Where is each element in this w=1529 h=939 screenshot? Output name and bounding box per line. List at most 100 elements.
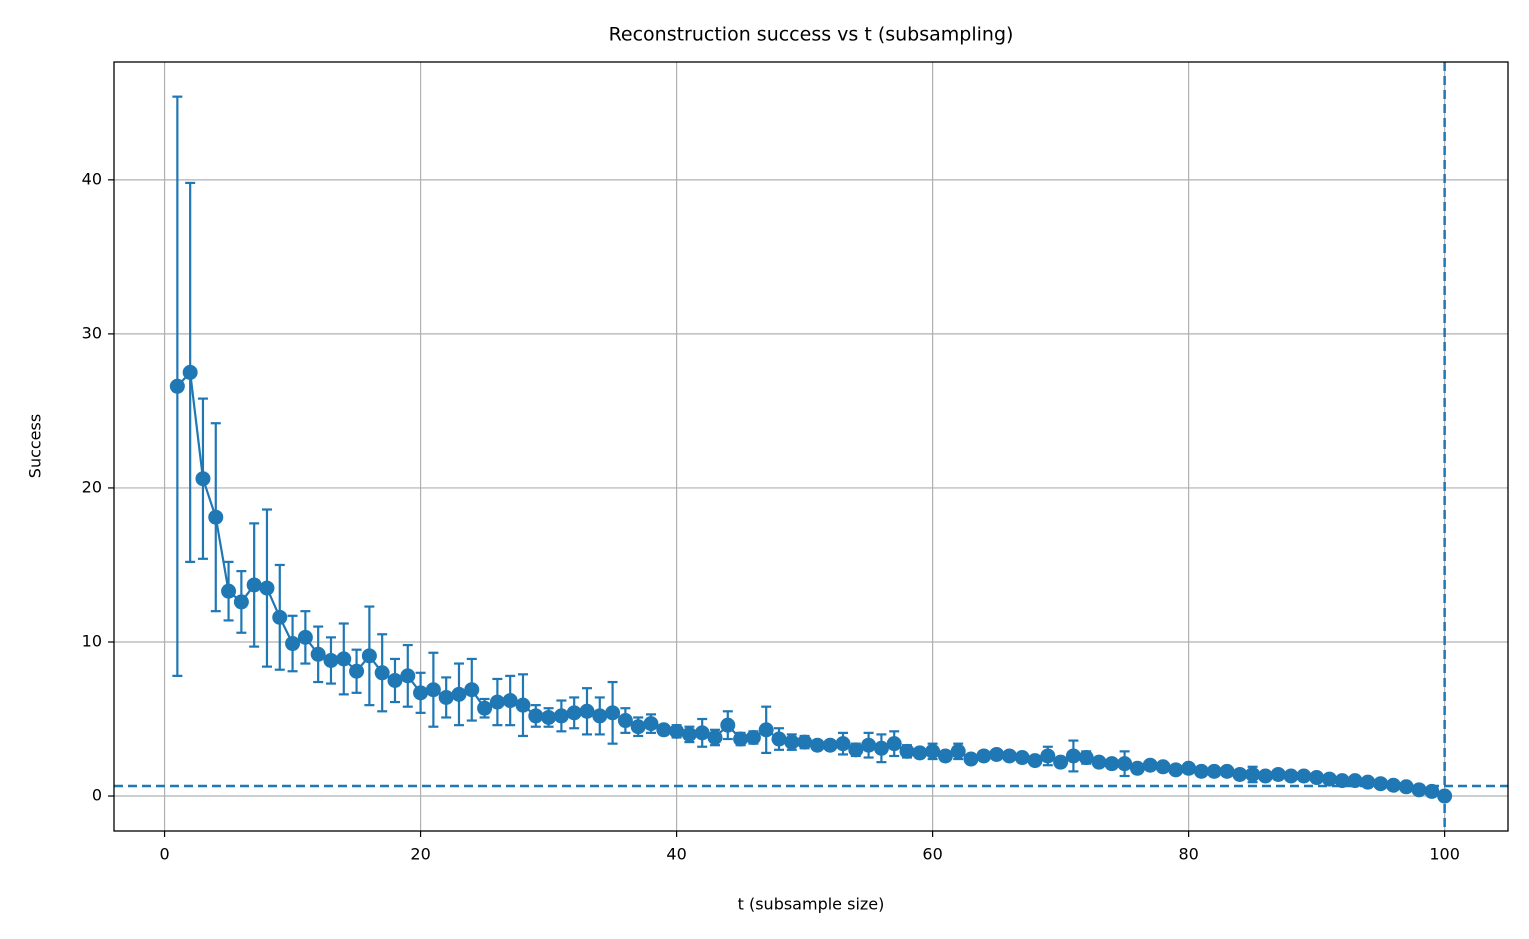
point (1219, 763, 1235, 779)
point (400, 668, 416, 684)
point (553, 708, 569, 724)
y-axis-label: Success (26, 414, 45, 478)
point (1424, 783, 1440, 799)
point (797, 734, 813, 750)
point (822, 737, 838, 753)
point (1245, 766, 1261, 782)
point (656, 722, 672, 738)
point (1257, 768, 1273, 784)
point (681, 726, 697, 742)
point (669, 723, 685, 739)
point (387, 672, 403, 688)
point (1065, 748, 1081, 764)
point (1129, 760, 1145, 776)
y-tick-label: 10 (82, 631, 102, 650)
point (1296, 768, 1312, 784)
point (950, 743, 966, 759)
point (835, 736, 851, 752)
point (221, 583, 237, 599)
point (1411, 782, 1427, 798)
point (617, 713, 633, 729)
y-tick-label: 30 (82, 323, 102, 342)
x-tick-label: 40 (666, 845, 686, 864)
point (771, 731, 787, 747)
point (1155, 759, 1171, 775)
point (848, 742, 864, 758)
x-tick-label: 60 (922, 845, 942, 864)
point (1373, 776, 1389, 792)
point (169, 378, 185, 394)
point (528, 708, 544, 724)
point (438, 689, 454, 705)
point (1283, 768, 1299, 784)
point (541, 709, 557, 725)
point (1027, 753, 1043, 769)
y-tick-label: 20 (82, 477, 102, 496)
point (413, 685, 429, 701)
x-tick-label: 100 (1429, 845, 1460, 864)
point (502, 693, 518, 709)
point (1091, 754, 1107, 770)
point (1321, 771, 1337, 787)
point (246, 577, 262, 593)
point (208, 509, 224, 525)
point (1206, 763, 1222, 779)
point (1270, 766, 1286, 782)
point (489, 694, 505, 710)
point (989, 746, 1005, 762)
point (720, 717, 736, 733)
point (1193, 763, 1209, 779)
point (1142, 757, 1158, 773)
point (182, 364, 198, 380)
point (464, 682, 480, 698)
point (515, 697, 531, 713)
point (605, 705, 621, 721)
point (1232, 766, 1248, 782)
point (285, 636, 301, 652)
point (976, 748, 992, 764)
point (1040, 748, 1056, 764)
point (1334, 773, 1350, 789)
point (579, 703, 595, 719)
point (336, 651, 352, 667)
x-axis-label: t (subsample size) (738, 895, 885, 914)
point (745, 729, 761, 745)
point (374, 665, 390, 681)
point (1014, 750, 1030, 766)
point (1347, 773, 1363, 789)
point (886, 736, 902, 752)
point (1117, 756, 1133, 772)
point (809, 737, 825, 753)
point (349, 663, 365, 679)
point (310, 646, 326, 662)
point (477, 700, 493, 716)
point (566, 705, 582, 721)
point (963, 751, 979, 767)
point (925, 743, 941, 759)
point (707, 729, 723, 745)
point (272, 609, 288, 625)
x-tick-label: 80 (1178, 845, 1198, 864)
y-tick-label: 0 (92, 786, 102, 805)
point (861, 737, 877, 753)
point (784, 734, 800, 750)
chart-title: Reconstruction success vs t (subsampling… (609, 24, 1014, 46)
series-line (176, 369, 1446, 798)
point (259, 580, 275, 596)
point (297, 629, 313, 645)
y-tick-label: 40 (82, 169, 102, 188)
point (1078, 750, 1094, 766)
point (1168, 762, 1184, 778)
point (592, 708, 608, 724)
point (873, 740, 889, 756)
point (233, 594, 249, 610)
point (1104, 756, 1120, 772)
point (899, 743, 915, 759)
x-tick-label: 20 (410, 845, 430, 864)
point (937, 748, 953, 764)
point (323, 652, 339, 668)
point (733, 731, 749, 747)
x-tick-label: 0 (159, 845, 169, 864)
point (758, 722, 774, 738)
